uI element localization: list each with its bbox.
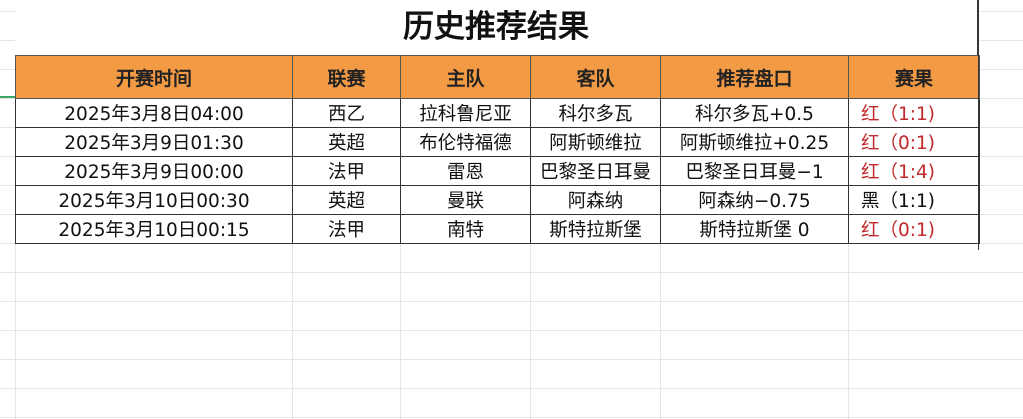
cell-pick[interactable]: 阿森纳−0.75: [660, 185, 849, 215]
spreadsheet: 历史推荐结果 开赛时间 联赛 主队 客队 推荐盘口 赛果 2025年3月8日04…: [15, 0, 980, 244]
cell-league[interactable]: 西乙: [292, 98, 401, 128]
cell-result[interactable]: 红（0:1): [848, 214, 980, 244]
cell-away[interactable]: 科尔多瓦: [530, 98, 661, 128]
cell-away[interactable]: 巴黎圣日耳曼: [530, 156, 661, 186]
cell-league[interactable]: 英超: [292, 185, 401, 215]
cell-result[interactable]: 红（1:1): [848, 98, 980, 128]
cell-home[interactable]: 拉科鲁尼亚: [400, 98, 531, 128]
cell-result[interactable]: 红（0:1): [848, 127, 980, 157]
cell-pick[interactable]: 巴黎圣日耳曼−1: [660, 156, 849, 186]
table-row: 2025年3月9日00:00 法甲 雷恩 巴黎圣日耳曼 巴黎圣日耳曼−1 红（1:4): [15, 156, 980, 186]
cell-home[interactable]: 布伦特福德: [400, 127, 531, 157]
cell-away[interactable]: 斯特拉斯堡: [530, 214, 661, 244]
cell-time[interactable]: 2025年3月9日01:30: [15, 127, 293, 157]
cell-pick[interactable]: 阿斯顿维拉+0.25: [660, 127, 849, 157]
sheet-title: 历史推荐结果: [15, 0, 978, 55]
cell-time[interactable]: 2025年3月9日00:00: [15, 156, 293, 186]
cell-pick[interactable]: 科尔多瓦+0.5: [660, 98, 849, 128]
header-home[interactable]: 主队: [400, 55, 531, 99]
cell-result[interactable]: 红（1:4): [848, 156, 980, 186]
cell-home[interactable]: 南特: [400, 214, 531, 244]
cell-home[interactable]: 曼联: [400, 185, 531, 215]
header-time[interactable]: 开赛时间: [15, 55, 293, 99]
cell-time[interactable]: 2025年3月10日00:15: [15, 214, 293, 244]
header-away[interactable]: 客队: [530, 55, 661, 99]
cell-time[interactable]: 2025年3月10日00:30: [15, 185, 293, 215]
row-selection-indicator: [0, 96, 15, 98]
cell-time[interactable]: 2025年3月8日04:00: [15, 98, 293, 128]
table-row: 2025年3月9日01:30 英超 布伦特福德 阿斯顿维拉 阿斯顿维拉+0.25 红（0:…: [15, 127, 980, 157]
table-row: 2025年3月10日00:30 英超 曼联 阿森纳 阿森纳−0.75 黑（1:1): [15, 185, 980, 215]
cell-league[interactable]: 英超: [292, 127, 401, 157]
header-result[interactable]: 赛果: [848, 55, 980, 99]
cell-result[interactable]: 黑（1:1): [848, 185, 980, 215]
cell-away[interactable]: 阿森纳: [530, 185, 661, 215]
cell-away[interactable]: 阿斯顿维拉: [530, 127, 661, 157]
cell-league[interactable]: 法甲: [292, 214, 401, 244]
cell-league[interactable]: 法甲: [292, 156, 401, 186]
header-league[interactable]: 联赛: [292, 55, 401, 99]
cell-home[interactable]: 雷恩: [400, 156, 531, 186]
table-row: 2025年3月8日04:00 西乙 拉科鲁尼亚 科尔多瓦 科尔多瓦+0.5 红（1:1): [15, 98, 980, 128]
header-row: 开赛时间 联赛 主队 客队 推荐盘口 赛果: [15, 55, 980, 99]
cell-pick[interactable]: 斯特拉斯堡 0: [660, 214, 849, 244]
results-table: 开赛时间 联赛 主队 客队 推荐盘口 赛果 2025年3月8日04:00 西乙 拉科…: [15, 55, 980, 244]
table-row: 2025年3月10日00:15 法甲 南特 斯特拉斯堡 斯特拉斯堡 0 红（0:1): [15, 214, 980, 244]
header-pick[interactable]: 推荐盘口: [660, 55, 849, 99]
